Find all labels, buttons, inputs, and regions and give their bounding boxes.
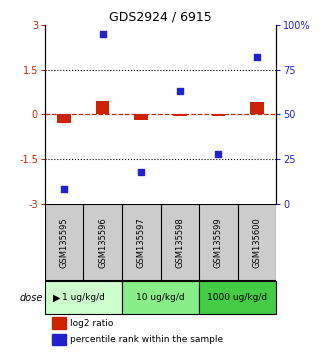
Bar [96, 101, 109, 114]
Title: GDS2924 / 6915: GDS2924 / 6915 [109, 11, 212, 24]
Text: GSM135598: GSM135598 [175, 217, 184, 268]
Text: GSM135599: GSM135599 [214, 217, 223, 268]
Bar [52, 318, 66, 329]
Text: GSM135595: GSM135595 [60, 217, 69, 268]
Text: percentile rank within the sample: percentile rank within the sample [70, 335, 223, 344]
Text: 1000 ug/kg/d: 1000 ug/kg/d [207, 293, 268, 302]
Text: GSM135600: GSM135600 [252, 217, 261, 268]
Text: ▶: ▶ [53, 293, 60, 303]
Bar [134, 114, 148, 120]
Bar [212, 114, 225, 116]
Point [216, 151, 221, 156]
Text: 1 ug/kg/d: 1 ug/kg/d [62, 293, 105, 302]
Bar [199, 281, 276, 314]
Point [62, 187, 67, 192]
Text: GSM135597: GSM135597 [137, 217, 146, 268]
Text: 10 ug/kg/d: 10 ug/kg/d [136, 293, 185, 302]
Bar [250, 102, 264, 114]
Text: dose: dose [20, 293, 43, 303]
Point [100, 31, 105, 36]
Point [139, 169, 144, 175]
Bar [57, 114, 71, 123]
Bar [45, 281, 122, 314]
Text: GSM135596: GSM135596 [98, 217, 107, 268]
Bar [173, 114, 187, 116]
Point [254, 54, 259, 60]
Bar [52, 334, 66, 345]
Point [177, 88, 182, 94]
Bar [122, 281, 199, 314]
Text: log2 ratio: log2 ratio [70, 319, 114, 328]
